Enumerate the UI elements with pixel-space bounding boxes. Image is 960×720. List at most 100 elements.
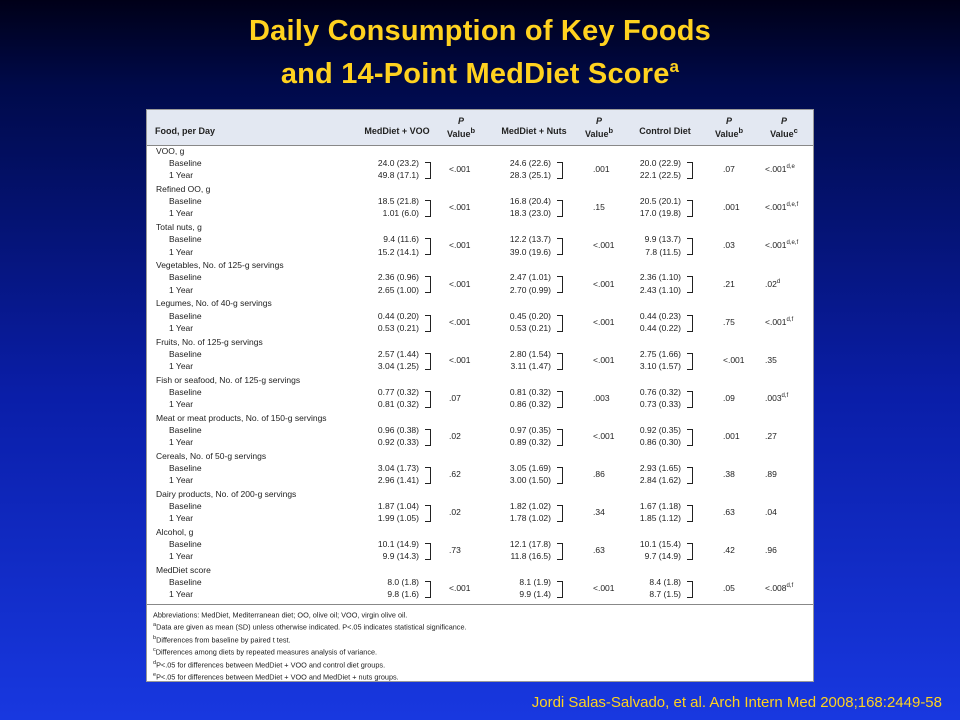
cell-control-1year: 0.86 (0.30) — [639, 437, 681, 448]
row-category: Refined OO, g — [156, 184, 211, 195]
bracket-voo — [425, 390, 431, 408]
header-p-value-control: P Valueb — [709, 116, 749, 139]
cell-nuts-baseline: 1.82 (1.02) — [509, 501, 551, 512]
cell-p_voo: <.001 — [449, 583, 471, 594]
cell-p_nuts: <.001 — [593, 316, 615, 327]
table-row: Meat or meat products, No. of 150-g serv… — [147, 412, 813, 451]
table-footnotes: Abbreviations: MedDiet, Mediterranean di… — [147, 604, 813, 681]
row-category: Meat or meat products, No. of 150-g serv… — [156, 412, 327, 423]
bracket-control — [687, 390, 693, 408]
cell-voo-1year: 0.81 (0.32) — [377, 398, 419, 409]
footnote: eP<.05 for differences between MedDiet +… — [153, 670, 809, 681]
cell-nuts-baseline: 12.1 (17.8) — [509, 539, 551, 550]
bracket-control — [687, 352, 693, 370]
title-line-1: Daily Consumption of Key Foods — [249, 15, 711, 47]
row-category: Fruits, No. of 125-g servings — [156, 336, 263, 347]
cell-p_control: .07 — [723, 164, 735, 175]
bracket-voo — [425, 352, 431, 370]
cell-voo-1year: 0.92 (0.33) — [377, 437, 419, 448]
row-year-label: 1 Year — [169, 170, 194, 181]
row-baseline-label: Baseline — [169, 310, 202, 321]
cell-p_nuts: .001 — [593, 164, 610, 175]
cell-voo-1year: 1.01 (6.0) — [382, 208, 419, 219]
bracket-control — [687, 543, 693, 561]
cell-voo-1year: 9.8 (1.6) — [387, 589, 419, 600]
cell-voo-baseline: 3.04 (1.73) — [377, 462, 419, 473]
cell-nuts-baseline: 3.05 (1.69) — [509, 462, 551, 473]
cell-p_voo: .02 — [449, 507, 461, 518]
cell-voo-baseline: 24.0 (23.2) — [377, 158, 419, 169]
bracket-voo — [425, 162, 431, 180]
title-line-2: and 14-Point MedDiet Scorea — [0, 49, 960, 92]
row-baseline-label: Baseline — [169, 348, 202, 359]
citation: Jordi Salas-Salvado, et al. Arch Intern … — [531, 694, 942, 711]
header-p-letter: P — [725, 116, 732, 126]
bracket-nuts — [557, 390, 563, 408]
cell-control-1year: 17.0 (19.8) — [639, 208, 681, 219]
cell-p_nuts: .15 — [593, 202, 605, 213]
row-year-label: 1 Year — [169, 360, 194, 371]
cell-nuts-1year: 0.86 (0.32) — [509, 398, 551, 409]
cell-p_control: .21 — [723, 278, 735, 289]
row-category: MedDiet score — [156, 565, 211, 576]
p-between-value: <.001 — [765, 202, 787, 213]
footnote-marker: a — [153, 622, 157, 629]
bracket-control — [687, 200, 693, 218]
cell-p-between: .003d,f — [765, 393, 788, 403]
table-row: Fruits, No. of 125-g servings Baseline 1 Y… — [147, 336, 813, 375]
cell-control-1year: 8.7 (1.5) — [649, 589, 681, 600]
bracket-nuts — [557, 276, 563, 294]
footnote: bDifferences from baseline by paired t t… — [153, 633, 809, 645]
cell-voo-baseline: 0.77 (0.32) — [377, 386, 419, 397]
table-row: Dairy products, No. of 200-g servings Bas… — [147, 489, 813, 527]
bracket-nuts — [557, 543, 563, 561]
cell-p_voo: <.001 — [449, 278, 471, 289]
cell-control-1year: 1.85 (1.12) — [639, 513, 681, 524]
bracket-nuts — [557, 581, 563, 599]
cell-control-1year: 22.1 (22.5) — [639, 170, 681, 181]
row-category: Fish or seafood, No. of 125-g servings — [156, 374, 301, 385]
p-between-value: <.001 — [765, 316, 787, 327]
cell-control-1year: 0.73 (0.33) — [639, 398, 681, 409]
p-between-sup: d,f — [786, 583, 794, 590]
row-baseline-label: Baseline — [169, 196, 202, 207]
p-between-value: <.001 — [765, 164, 787, 175]
bracket-control — [687, 466, 693, 484]
cell-p-between: .89 — [765, 469, 777, 479]
row-category: Total nuts, g — [156, 222, 202, 233]
bracket-voo — [425, 581, 431, 599]
cell-p_control: .42 — [723, 545, 735, 556]
table-row: Fish or seafood, No. of 125-g servings Ba… — [147, 374, 813, 413]
cell-p_control: <.001 — [723, 354, 745, 365]
row-category: Legumes, No. of 40-g servings — [156, 298, 272, 309]
footnote-marker: b — [153, 634, 157, 641]
bracket-control — [687, 162, 693, 180]
header-p-letter: P — [780, 116, 787, 126]
p-between-value: <.008 — [765, 583, 787, 594]
cell-voo-baseline: 9.4 (11.6) — [383, 234, 419, 245]
header-value-text: Value — [446, 129, 471, 139]
cell-p-between: .35 — [765, 355, 777, 365]
cell-nuts-1year: 11.8 (16.5) — [510, 551, 551, 562]
cell-voo-1year: 3.04 (1.25) — [377, 360, 419, 371]
row-category: VOO, g — [156, 146, 185, 156]
header-meddiet-nuts: MedDiet + Nuts — [501, 126, 567, 136]
bracket-voo — [425, 466, 431, 484]
row-baseline-label: Baseline — [169, 386, 202, 397]
row-year-label: 1 Year — [169, 322, 194, 333]
row-baseline-label: Baseline — [169, 272, 202, 283]
bracket-nuts — [557, 428, 563, 446]
cell-voo-1year: 2.96 (1.41) — [377, 475, 419, 486]
cell-voo-1year: 15.2 (14.1) — [377, 246, 419, 257]
cell-p_control: .75 — [723, 316, 735, 327]
cell-control-1year: 2.43 (1.10) — [639, 284, 681, 295]
table-row: VOO, g Baseline 1 Year 24.0 (23.2) 49.8 (17.… — [147, 146, 813, 184]
cell-control-baseline: 9.9 (13.7) — [644, 234, 681, 245]
cell-control-baseline: 0.92 (0.35) — [639, 424, 681, 435]
cell-voo-baseline: 10.1 (14.9) — [377, 539, 419, 550]
slide-title: Daily Consumption of Key Foods and 14-Po… — [0, 14, 960, 92]
cell-p_voo: .07 — [449, 392, 461, 403]
row-baseline-label: Baseline — [169, 462, 202, 473]
cell-p-between: <.001d,f — [765, 317, 793, 327]
cell-nuts-1year: 39.0 (19.6) — [509, 246, 551, 257]
